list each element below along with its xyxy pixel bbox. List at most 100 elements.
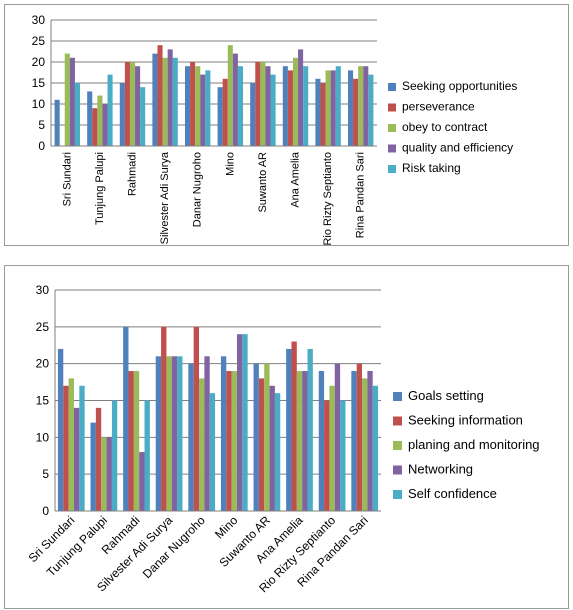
bar — [193, 326, 200, 511]
bar — [140, 87, 146, 146]
bar — [124, 62, 130, 146]
legend-item: Seeking information — [393, 413, 523, 428]
legend-item: planing and monitoring — [393, 437, 540, 452]
bar — [291, 341, 297, 511]
legend-label: Seeking opportunities — [402, 79, 517, 93]
bar — [144, 400, 150, 511]
bar — [329, 385, 335, 511]
y-tick-label: 10 — [36, 430, 50, 444]
bar — [334, 363, 341, 511]
bar — [236, 334, 243, 511]
y-tick-label: 5 — [42, 467, 49, 481]
bar — [64, 53, 70, 146]
legend-label: obey to contract — [402, 120, 488, 134]
x-tick-label: Suwanto AR — [257, 152, 269, 213]
bar — [287, 70, 293, 146]
y-tick-label: 0 — [42, 504, 49, 518]
bar — [90, 422, 96, 511]
bar — [372, 385, 379, 511]
bar — [74, 83, 81, 146]
bar — [171, 356, 178, 511]
bar — [177, 356, 183, 511]
x-tick-label: Rina Pandan Sari — [355, 152, 367, 238]
x-tick-label: Mino — [212, 513, 241, 542]
bar — [68, 378, 74, 511]
legend-label: Networking — [408, 462, 473, 477]
bar — [205, 70, 211, 146]
y-tick-label: 10 — [32, 97, 46, 111]
y-axis: 0 5 10 15 20 25 30 — [32, 13, 52, 153]
x-tick-label: Tunjung Palupi — [94, 152, 106, 225]
bar — [161, 326, 167, 511]
bar — [232, 53, 238, 146]
bar — [166, 356, 172, 511]
bar — [195, 66, 201, 146]
bar — [54, 99, 60, 146]
bar — [123, 326, 129, 511]
y-tick-label: 5 — [38, 118, 45, 132]
bar — [226, 371, 232, 511]
bar — [250, 83, 256, 146]
bar — [237, 66, 244, 146]
bar — [320, 83, 326, 146]
bar — [347, 70, 354, 146]
y-tick-label: 30 — [36, 283, 50, 297]
x-axis: Sri Sundari Tunjung Palupi Rahmadi Silveste… — [61, 151, 366, 245]
bar — [167, 49, 173, 146]
bar — [97, 95, 103, 146]
legend-label: perseverance — [402, 100, 475, 114]
legend-item: Goals setting — [393, 388, 484, 403]
y-tick-label: 20 — [36, 357, 50, 371]
legend-item: Risk taking — [388, 161, 461, 175]
bar — [107, 74, 113, 146]
bar — [133, 371, 140, 511]
legend-label: Goals setting — [408, 388, 484, 403]
bar — [353, 78, 359, 146]
legend: Goals setting Seeking information planing … — [393, 388, 540, 501]
bar — [92, 108, 98, 146]
bar — [356, 363, 363, 511]
bar — [119, 83, 125, 146]
bar — [260, 62, 266, 146]
bar — [292, 57, 299, 146]
bar — [253, 363, 259, 511]
legend-swatch — [393, 465, 402, 475]
legend-swatch — [388, 144, 396, 153]
y-tick-label: 15 — [36, 394, 50, 408]
bar — [335, 66, 341, 146]
legend-item: Self confidence — [393, 486, 497, 501]
bar — [318, 371, 325, 511]
legend-item: Seeking opportunities — [388, 79, 517, 93]
bar — [274, 393, 281, 511]
bar — [282, 66, 288, 146]
legend-item: Networking — [393, 462, 473, 477]
legend-swatch — [388, 165, 396, 173]
bar — [111, 400, 118, 511]
legend-swatch — [393, 392, 402, 401]
bar — [87, 91, 93, 146]
bar — [231, 371, 237, 511]
bar — [368, 74, 374, 146]
legend-item: quality and efficiency — [388, 141, 513, 155]
bar — [258, 378, 265, 511]
x-tick-label: Sri Sundari — [61, 152, 73, 206]
legend-swatch — [388, 103, 396, 112]
y-tick-label: 15 — [32, 76, 46, 90]
legend-swatch — [388, 83, 396, 91]
bar — [188, 363, 194, 511]
bar — [302, 371, 308, 511]
legend: Seeking opportunities perseverance obey to… — [388, 79, 517, 175]
legend-swatch — [393, 416, 402, 426]
bar — [172, 57, 178, 146]
bar — [227, 45, 233, 147]
legend-swatch — [393, 490, 402, 499]
bar — [128, 371, 134, 511]
bar — [220, 356, 227, 511]
bar — [303, 66, 309, 146]
bar — [296, 371, 303, 511]
legend-label: quality and efficiency — [402, 141, 513, 155]
bar — [199, 378, 205, 511]
x-tick-label: Silvester Adi Surya — [159, 151, 171, 244]
bar — [255, 62, 261, 146]
